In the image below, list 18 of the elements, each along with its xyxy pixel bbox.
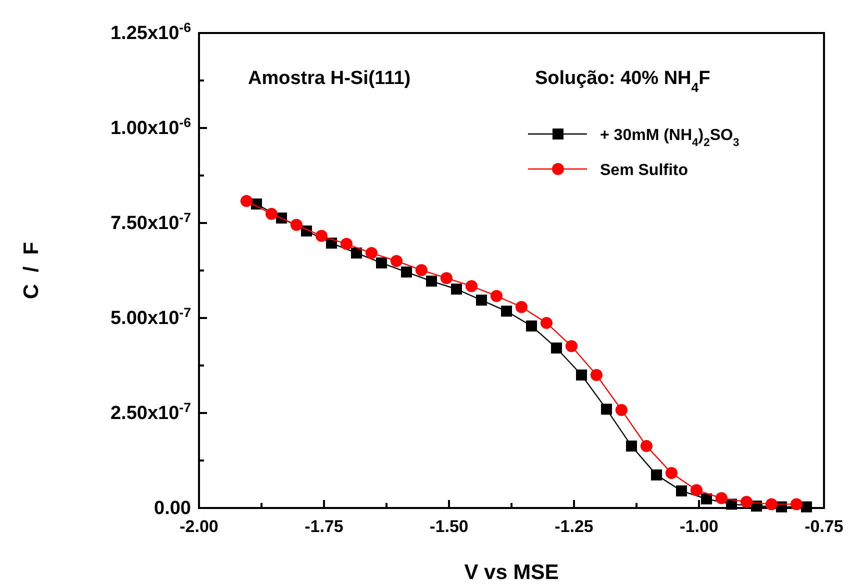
y-tick-label: 5.00x10$^{-7}$ — [110, 304, 191, 329]
annotation: Amostra H-Si(111) — [248, 68, 411, 89]
legend-label: Sem Sulfito — [600, 162, 688, 179]
y-tick-label: 1.00x10$^{-6}$ — [110, 114, 191, 139]
y-axis-title: C / F — [20, 242, 43, 300]
x-tick-label: -1.25 — [554, 517, 594, 536]
annotation: Solução: 40% NH$_{4}$F — [535, 68, 710, 94]
x-tick-label: -1.00 — [680, 517, 718, 536]
y-tick-label: 0.00 — [154, 498, 191, 519]
legend-label: + 30mM (NH$_{4}$)$_{2}$SO$_{3}$ — [600, 127, 740, 149]
x-tick-label: -2.00 — [180, 517, 218, 536]
y-tick-label: 7.50x10$^{-7}$ — [110, 210, 191, 234]
y-tick-label: 1.25x10$^{-6}$ — [110, 20, 191, 44]
x-axis-title: V vs MSE — [464, 561, 559, 584]
x-tick-label: -0.75 — [804, 517, 844, 536]
x-tick-label: -1.50 — [430, 517, 468, 536]
y-tick-label: 2.50x10$^{-7}$ — [110, 400, 191, 424]
x-tick-label: -1.75 — [304, 517, 344, 536]
